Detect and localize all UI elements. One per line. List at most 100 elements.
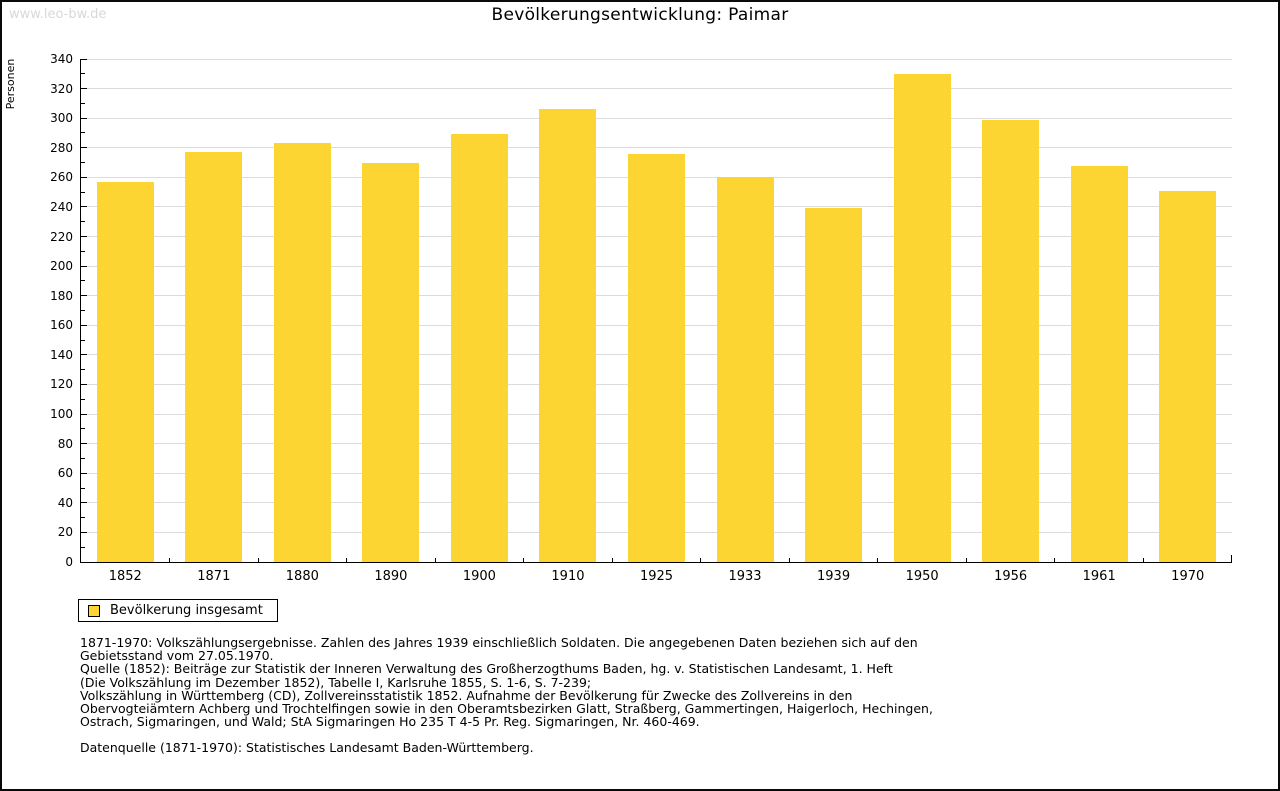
y-axis-tick-minor [81,73,85,75]
x-axis-tick [965,558,967,562]
y-axis-tick-label: 200 [50,259,73,274]
x-axis-tick [523,558,525,562]
x-axis-tick-label: 1852 [108,569,142,584]
y-axis-tick-major [81,236,87,238]
x-axis-tick [877,558,879,562]
y-axis-tick-label: 300 [50,111,73,126]
x-axis-tick-label: 1890 [374,569,408,584]
y-axis-tick-minor [81,457,85,459]
footnote-line: Obervogteiämtern Achberg und Trochtelfin… [80,701,933,717]
footnote-line: Quelle (1852): Beiträge zur Statistik de… [80,661,893,677]
y-axis-tick-label: 160 [50,318,73,333]
x-axis-tick [346,558,348,562]
x-axis-tick [788,558,790,562]
x-axis-tick-label: 1933 [728,569,762,584]
x-axis-tick [434,558,436,562]
x-axis-tick [169,558,171,562]
y-axis-tick-major [81,176,87,178]
legend-swatch-icon [88,604,100,617]
y-axis-tick-major [81,443,87,445]
x-axis-tick-label: 1961 [1082,569,1116,584]
y-axis-tick-minor [81,191,85,193]
chart-title: Bevölkerungsentwicklung: Paimar [491,5,789,25]
y-axis-tick-label: 180 [50,288,73,303]
bar-1956 [982,119,1040,562]
y-axis-tick-label: 60 [57,466,73,481]
footnote-line: Gebietsstand vom 27.05.1970. [80,648,274,664]
y-axis-tick-label: 260 [50,170,73,185]
footnote-line: Volkszählung in Württemberg (CD), Zollve… [80,687,853,703]
y-axis-tick-major [81,502,87,504]
y-axis-tick-minor [81,339,85,341]
y-axis-tick-major [81,295,87,297]
y-axis-tick-minor [81,250,85,252]
bar-1961 [1070,165,1128,562]
y-axis-tick-minor [81,398,85,400]
y-axis-tick-minor [81,162,85,164]
gridline [81,117,1232,119]
gridline [81,88,1232,90]
x-axis-tick-label: 1880 [285,569,319,584]
bar-1939 [805,208,863,562]
y-axis-tick-major [81,147,87,149]
y-axis-tick-label: 140 [50,347,73,362]
y-axis-tick-major [81,413,87,415]
site-watermark: www.leo-bw.de [9,7,107,22]
legend-box: Bevölkerung insgesamt [78,599,278,622]
legend-label: Bevölkerung insgesamt [110,603,263,618]
x-axis-tick [1142,558,1144,562]
y-axis-tick-label: 220 [50,229,73,244]
y-axis-tick-minor [81,428,85,430]
bar-1880 [273,143,331,562]
y-axis-tick-major [81,206,87,208]
footnote-line: (Die Volkszählung im Dezember 1852), Tab… [80,674,592,690]
y-axis-tick-label: 100 [50,407,73,422]
bar-1871 [185,152,243,562]
footnote-block: 1871-1970: Volkszählungsergebnisse. Zahl… [80,636,933,755]
plot-area: Personen 0 20 40 60 80 100 120 140 160 180 200 220 2… [4,52,1232,584]
x-axis-tick [700,558,702,562]
x-axis-tick-label: 1871 [197,569,231,584]
x-axis-end-tick [1231,555,1232,562]
y-axis-tick-label: 80 [57,436,73,451]
y-axis-tick-label: 340 [50,52,73,66]
bar-1910 [539,109,597,562]
footnote-line: 1871-1970: Volkszählungsergebnisse. Zahl… [80,635,918,650]
x-axis-tick-label: 1970 [1171,569,1205,584]
y-axis-tick-minor [81,487,85,489]
y-axis-tick-major [81,324,87,326]
y-axis-tick-major [81,383,87,385]
y-axis-tick-minor [81,132,85,134]
y-axis-tick-major [81,472,87,474]
datasource-line: Datenquelle (1871-1970): Statistisches L… [80,740,534,756]
y-axis-tick-label: 240 [50,199,73,214]
bar-1890 [362,162,420,562]
x-axis-tick-label: 1950 [905,569,939,584]
y-axis-tick-label: 120 [50,377,73,392]
x-axis-tick [611,558,613,562]
y-axis-tick-major [81,354,87,356]
y-axis-tick-minor [81,102,85,104]
y-axis-tick-minor [81,546,85,548]
x-axis-tick-label: 1956 [994,569,1028,584]
footnote-line: Ostrach, Sigmaringen, und Wald; StA Sigm… [80,714,700,730]
y-axis-tick-minor [81,280,85,282]
x-axis-tick-label: 1939 [817,569,851,584]
y-axis-tick-label: 20 [57,525,73,540]
y-axis-tick-major [81,88,87,90]
bar-1925 [628,153,685,562]
x-axis-tick-label: 1925 [639,569,674,584]
bar-1970 [1159,190,1217,562]
y-axis-tick-label: 0 [65,555,73,569]
y-axis-title: Personen [4,58,17,110]
y-axis-tick-label: 40 [57,495,73,510]
y-axis-tick-minor [81,517,85,519]
y-axis-tick-major [81,265,87,267]
x-axis-tick-label: 1910 [551,569,585,584]
x-axis-tick-label: 1900 [462,569,496,584]
y-axis-tick-minor [81,310,85,311]
y-axis-tick-major [81,58,87,60]
bar-1933 [716,177,774,562]
bar-1852 [96,181,154,562]
